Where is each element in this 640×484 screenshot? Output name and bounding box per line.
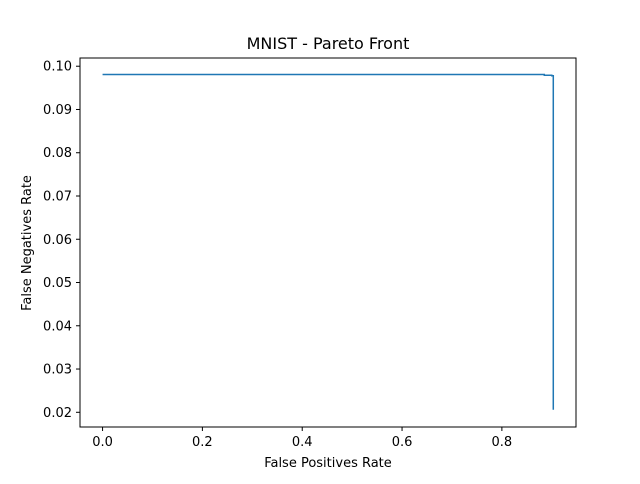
y-tick-label: 0.08 bbox=[43, 146, 72, 161]
x-tick-label: 0.6 bbox=[392, 435, 413, 450]
y-tick-label: 0.06 bbox=[43, 233, 72, 248]
axes: 0.0 0.2 0.4 0.6 0.8 0.02 0.03 0.04 0.05 0.06 0.07 0… bbox=[43, 57, 577, 450]
y-tick-label: 0.07 bbox=[43, 189, 72, 204]
y-tick-label: 0.02 bbox=[43, 406, 72, 421]
y-tick-label: 0.10 bbox=[43, 60, 72, 75]
chart-title: MNIST - Pareto Front bbox=[247, 34, 410, 53]
series-line-0 bbox=[102, 73, 555, 410]
x-axis-label: False Positives Rate bbox=[264, 456, 392, 471]
plot-area bbox=[102, 73, 555, 410]
x-tick-label: 0.8 bbox=[492, 435, 513, 450]
x-tick-label: 0.2 bbox=[192, 435, 213, 450]
y-tick-label: 0.04 bbox=[43, 319, 72, 334]
y-tick-label: 0.05 bbox=[43, 276, 72, 291]
y-axis-label: False Negatives Rate bbox=[20, 175, 35, 311]
y-tick-label: 0.09 bbox=[43, 103, 72, 118]
x-tick-label: 0.4 bbox=[292, 435, 313, 450]
axes-frame bbox=[79, 57, 577, 428]
x-tick-label: 0.0 bbox=[92, 435, 113, 450]
y-tick-label: 0.03 bbox=[43, 363, 72, 378]
